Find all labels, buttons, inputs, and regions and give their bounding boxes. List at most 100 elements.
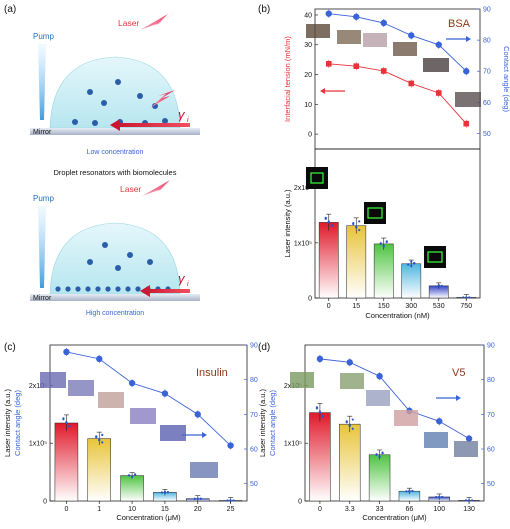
bar-point xyxy=(411,490,413,492)
arrow-to-left-axis-b xyxy=(320,88,345,94)
bar-point xyxy=(352,223,354,225)
y2-tick-label: 60 xyxy=(250,447,258,454)
gamma-bottom: γ xyxy=(178,271,186,286)
panel-c-tag: Insulin xyxy=(196,367,228,379)
y2-tick-label: 60 xyxy=(487,447,495,454)
x-tick-label: 0 xyxy=(327,303,331,310)
mirror-bottom xyxy=(30,294,200,301)
arrow-to-right-axis-b xyxy=(446,36,471,42)
bar-point xyxy=(462,296,464,298)
x-tick-label: 66 xyxy=(406,506,414,513)
bar-point xyxy=(325,218,327,220)
bar-point xyxy=(164,491,166,493)
bar-point xyxy=(410,265,412,267)
bar-point xyxy=(380,243,382,245)
mirror-label-bottom: Mirror xyxy=(33,295,52,302)
laser-label-bottom: Laser xyxy=(120,184,141,194)
y2-tick-label: 70 xyxy=(487,412,495,419)
bar-point xyxy=(200,498,202,500)
mirror-top xyxy=(30,128,200,135)
pump-label-bottom: Pump xyxy=(33,194,54,203)
y-axis-title: Interfacial tension (mN/m) xyxy=(283,36,292,122)
gamma-top-sub: i xyxy=(187,117,189,124)
y2-axis-title: Contact angle (deg) xyxy=(13,390,22,456)
y-axis-title: Laser intensity (a.u.) xyxy=(3,389,12,457)
x-tick-label: 10 xyxy=(128,506,136,513)
x-tick-label: 33 xyxy=(376,506,384,513)
laser-bolt-bottom xyxy=(142,174,184,196)
bar-point xyxy=(438,496,440,498)
bar-point xyxy=(410,261,412,263)
bar-point xyxy=(331,225,333,227)
bar-point xyxy=(128,474,130,476)
bar-point xyxy=(194,498,196,500)
bar-point xyxy=(328,221,330,223)
bar-point xyxy=(322,416,324,418)
y-tick-label: 30 xyxy=(304,42,312,49)
angle-point xyxy=(195,411,201,417)
angle-point xyxy=(436,418,442,424)
y-tick-label: 40 xyxy=(304,12,312,19)
bar-point xyxy=(98,439,100,441)
bar-point xyxy=(468,296,470,298)
angle-line xyxy=(66,352,230,446)
angle-point xyxy=(436,42,442,48)
y2-axis-title: Contact angle (deg) xyxy=(268,390,277,456)
laser-bolt-top-large xyxy=(140,8,182,30)
bar-point xyxy=(349,425,351,427)
y-tick-label: 1x10⁵ xyxy=(294,240,312,247)
x-axis-title: Concentration (μM) xyxy=(116,513,181,522)
bar-point xyxy=(101,441,103,443)
y2-tick-label: 80 xyxy=(250,377,258,384)
bar-point xyxy=(352,418,354,420)
y2-tick-label: 50 xyxy=(487,481,495,488)
x-tick-label: 0 xyxy=(318,506,322,513)
angle-point xyxy=(463,68,469,74)
angle-point xyxy=(63,349,69,355)
bar-point xyxy=(435,285,437,287)
bar-point xyxy=(381,452,383,454)
y2-tick-label: 50 xyxy=(250,481,258,488)
x-axis-title: Concentration (nM) xyxy=(365,311,430,320)
y2-tick-label: 80 xyxy=(487,377,495,384)
mirror-label-top: Mirror xyxy=(33,129,52,136)
panel-c-label: (c) xyxy=(4,342,16,353)
x-tick-label: 1 xyxy=(97,506,101,513)
tension-point xyxy=(326,61,332,67)
gamma-top: γ xyxy=(178,107,186,122)
bar xyxy=(402,264,421,298)
x-tick-label: 130 xyxy=(463,506,475,513)
bar-point xyxy=(358,220,360,222)
x-tick-label: 0 xyxy=(64,506,68,513)
angle-point xyxy=(96,356,102,362)
bar xyxy=(121,476,144,501)
x-tick-label: 20 xyxy=(194,506,202,513)
panel-b-tag: BSA xyxy=(448,18,471,30)
angle-point xyxy=(347,359,353,365)
bar-point xyxy=(375,454,377,456)
panel-d-label: (d) xyxy=(258,342,270,353)
y-tick-label: 20 xyxy=(304,72,312,79)
y-tick-label: 0 xyxy=(308,132,312,139)
pump-label-top: Pump xyxy=(33,32,54,41)
y-axis-title: Laser intensity (a.u.) xyxy=(258,389,267,457)
panel-d-tag: V5 xyxy=(452,367,465,379)
panel-a-label: (a) xyxy=(4,4,16,15)
tension-point xyxy=(353,63,359,69)
bar xyxy=(347,226,366,298)
bar-point xyxy=(197,498,199,500)
bar-point xyxy=(65,422,67,424)
tension-point xyxy=(463,121,469,127)
y2-tick-label: 50 xyxy=(483,131,491,138)
laser-label-top: Laser xyxy=(118,18,139,28)
droplet-bottom xyxy=(50,223,180,294)
y2-tick-label: 90 xyxy=(483,7,491,14)
bar-point xyxy=(68,426,70,428)
tension-point xyxy=(381,68,387,74)
bar-point xyxy=(319,412,321,414)
bar-point xyxy=(405,490,407,492)
bar xyxy=(55,423,78,501)
droplet-top xyxy=(50,57,180,128)
bar-point xyxy=(355,226,357,228)
